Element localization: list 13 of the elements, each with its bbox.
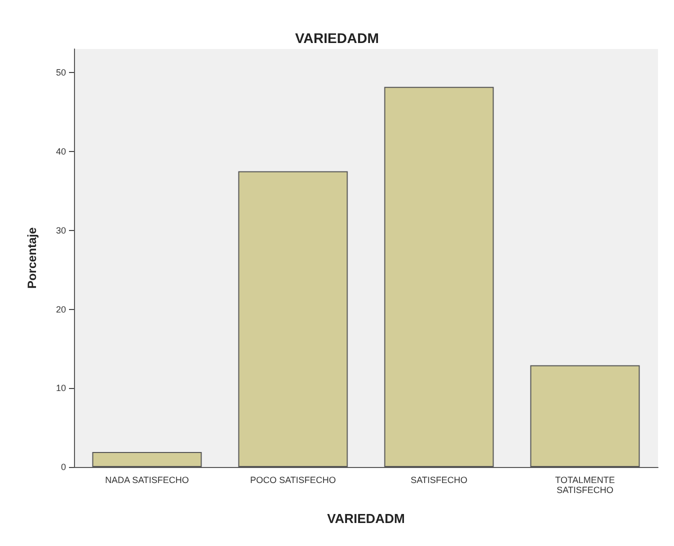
x-tick-label: SATISFECHO [410, 475, 468, 485]
x-axis-title: VARIEDADM [327, 511, 405, 526]
y-tick-label: 40 [56, 146, 66, 157]
y-tick-label: 30 [56, 225, 66, 236]
y-tick-label: 50 [56, 68, 66, 78]
y-axis-title: Porcentaje [25, 226, 39, 289]
y-tick-label: 20 [56, 304, 66, 314]
x-tick-label: POCO SATISFECHO [250, 475, 336, 485]
y-tick-label: 10 [56, 383, 66, 394]
chart-title: VARIEDADM [295, 30, 379, 46]
y-tick-label: 0 [60, 462, 66, 472]
x-tick-label: TOTALMENTE SATISFECHO [555, 475, 615, 495]
x-tick-label: NADA SATISFECHO [105, 475, 189, 485]
